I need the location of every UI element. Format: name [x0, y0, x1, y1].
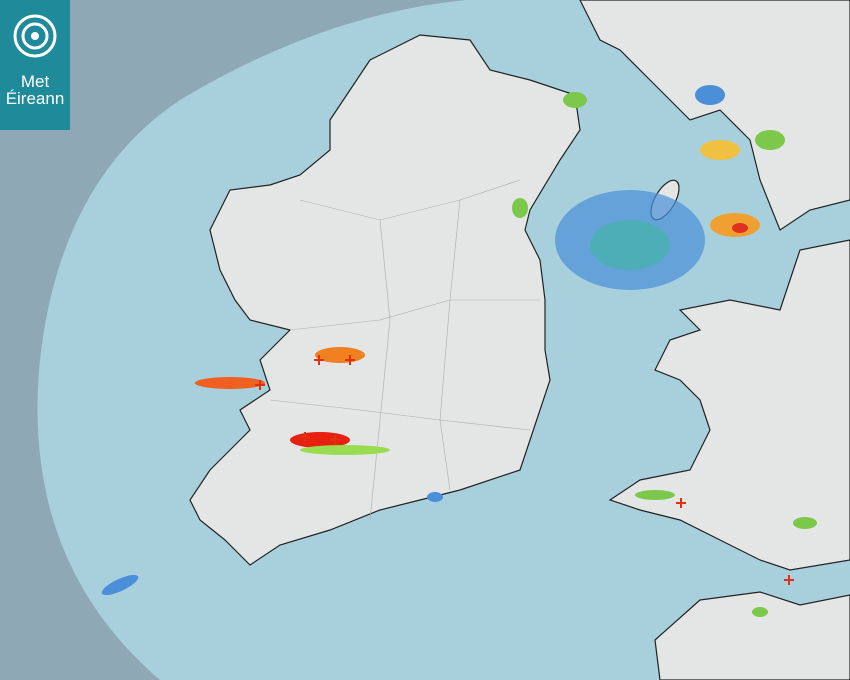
lightning [255, 355, 794, 585]
cornwall [654, 591, 850, 680]
radar-rain [101, 85, 817, 617]
logo-text: Met [20, 72, 50, 91]
land [189, 0, 850, 680]
logo: Met Éireann [0, 0, 70, 130]
logo-text: Éireann [5, 89, 65, 108]
ireland [189, 34, 581, 566]
logo-swirl [13, 14, 57, 58]
county-borders [269, 179, 540, 521]
scotland [579, 0, 850, 231]
wales-england [608, 239, 850, 571]
